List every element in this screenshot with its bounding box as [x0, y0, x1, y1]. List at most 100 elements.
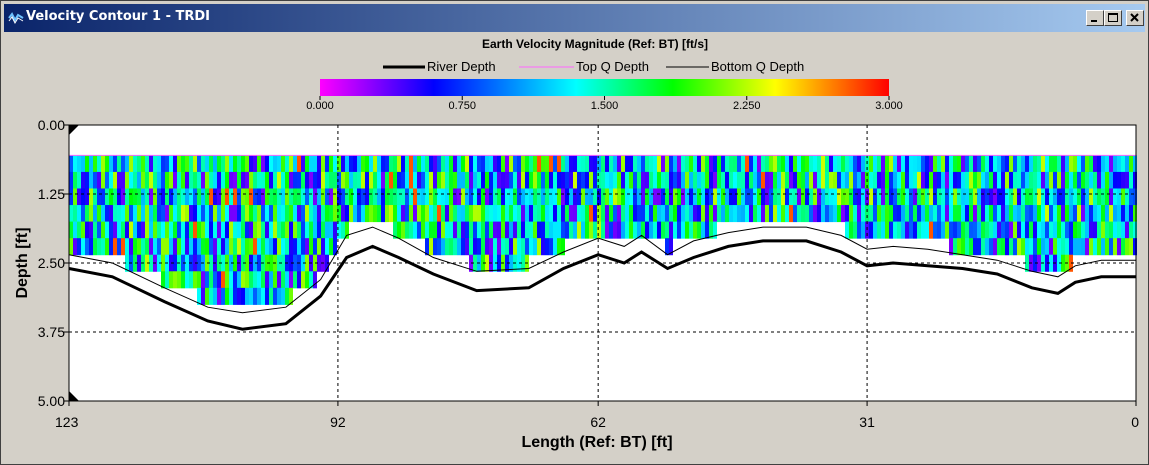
velocity-cell	[133, 221, 137, 239]
velocity-cell	[293, 238, 297, 256]
velocity-cell	[297, 271, 301, 289]
velocity-cell	[621, 171, 625, 189]
velocity-cell	[501, 188, 505, 206]
velocity-cell	[1089, 155, 1093, 173]
velocity-cell	[201, 271, 205, 289]
close-button[interactable]	[1126, 10, 1144, 26]
velocity-cell	[989, 155, 993, 173]
velocity-cell	[985, 155, 989, 173]
velocity-cell	[169, 171, 173, 189]
velocity-cell	[621, 188, 625, 206]
velocity-cell	[1129, 188, 1133, 206]
velocity-cell	[213, 155, 217, 173]
velocity-cell	[781, 205, 785, 223]
velocity-cell	[541, 221, 545, 239]
velocity-cell	[741, 155, 745, 173]
velocity-cell	[753, 205, 757, 223]
velocity-cell	[293, 221, 297, 239]
velocity-cell	[289, 221, 293, 239]
velocity-cell	[881, 188, 885, 206]
velocity-cell	[545, 221, 549, 239]
velocity-cell	[505, 238, 509, 256]
velocity-cell	[493, 205, 497, 223]
velocity-cell	[205, 238, 209, 256]
velocity-cell	[73, 238, 77, 256]
velocity-cell	[833, 205, 837, 223]
velocity-cell	[525, 188, 529, 206]
velocity-cell	[621, 205, 625, 223]
velocity-cell	[177, 171, 181, 189]
velocity-cell	[981, 221, 985, 239]
velocity-cell	[449, 205, 453, 223]
minimize-button[interactable]	[1086, 10, 1104, 26]
velocity-cell	[533, 221, 537, 239]
velocity-cell	[465, 221, 469, 239]
velocity-cell	[297, 221, 301, 239]
title-bar[interactable]: Velocity Contour 1 - TRDI	[4, 4, 1145, 32]
velocity-cell	[945, 171, 949, 189]
velocity-cell	[1013, 221, 1017, 239]
velocity-cell	[673, 188, 677, 206]
velocity-cell	[493, 221, 497, 239]
velocity-cell	[565, 171, 569, 189]
velocity-cell	[129, 155, 133, 173]
velocity-cell	[269, 188, 273, 206]
velocity-cell	[705, 171, 709, 189]
velocity-cell	[85, 238, 89, 256]
velocity-cell	[593, 221, 597, 239]
velocity-cell	[317, 188, 321, 206]
velocity-cell	[741, 171, 745, 189]
velocity-cell	[657, 155, 661, 173]
velocity-cell	[669, 238, 673, 256]
close-icon	[1130, 13, 1139, 22]
velocity-cell	[1065, 221, 1069, 239]
velocity-cell	[369, 171, 373, 189]
velocity-cell	[1109, 221, 1113, 239]
velocity-cell	[1021, 171, 1025, 189]
velocity-cell	[429, 238, 433, 256]
velocity-cell	[581, 188, 585, 206]
velocity-cell	[309, 238, 313, 256]
velocity-cell	[561, 238, 565, 256]
velocity-cell	[317, 254, 321, 272]
velocity-cell	[389, 171, 393, 189]
velocity-cell	[921, 171, 925, 189]
velocity-cell	[73, 171, 77, 189]
velocity-cell	[353, 155, 357, 173]
velocity-cell	[645, 205, 649, 223]
velocity-cell	[1133, 155, 1137, 173]
velocity-cell	[1097, 221, 1101, 239]
velocity-cell	[69, 171, 73, 189]
velocity-cell	[249, 221, 253, 239]
velocity-cell	[961, 205, 965, 223]
velocity-cell	[293, 188, 297, 206]
velocity-cell	[977, 238, 981, 256]
velocity-cell	[885, 188, 889, 206]
maximize-button[interactable]	[1104, 10, 1122, 26]
velocity-cell	[625, 188, 629, 206]
velocity-cell	[833, 155, 837, 173]
velocity-cell	[869, 171, 873, 189]
velocity-cell	[1073, 155, 1077, 173]
velocity-cell	[669, 171, 673, 189]
velocity-cell	[537, 221, 541, 239]
velocity-cell	[225, 205, 229, 223]
velocity-cell	[137, 171, 141, 189]
velocity-cell	[1033, 188, 1037, 206]
velocity-cell	[1109, 238, 1113, 256]
velocity-cell	[277, 205, 281, 223]
velocity-cell	[333, 221, 337, 239]
velocity-cell	[997, 238, 1001, 256]
velocity-cell	[757, 155, 761, 173]
velocity-cell	[161, 254, 165, 272]
velocity-cell	[125, 155, 129, 173]
velocity-cell	[1041, 188, 1045, 206]
velocity-cell	[197, 155, 201, 173]
velocity-cell	[769, 171, 773, 189]
velocity-cell	[117, 155, 121, 173]
velocity-cell	[849, 171, 853, 189]
velocity-cell	[405, 221, 409, 239]
velocity-cell	[857, 205, 861, 223]
velocity-cell	[173, 171, 177, 189]
velocity-cell	[669, 188, 673, 206]
